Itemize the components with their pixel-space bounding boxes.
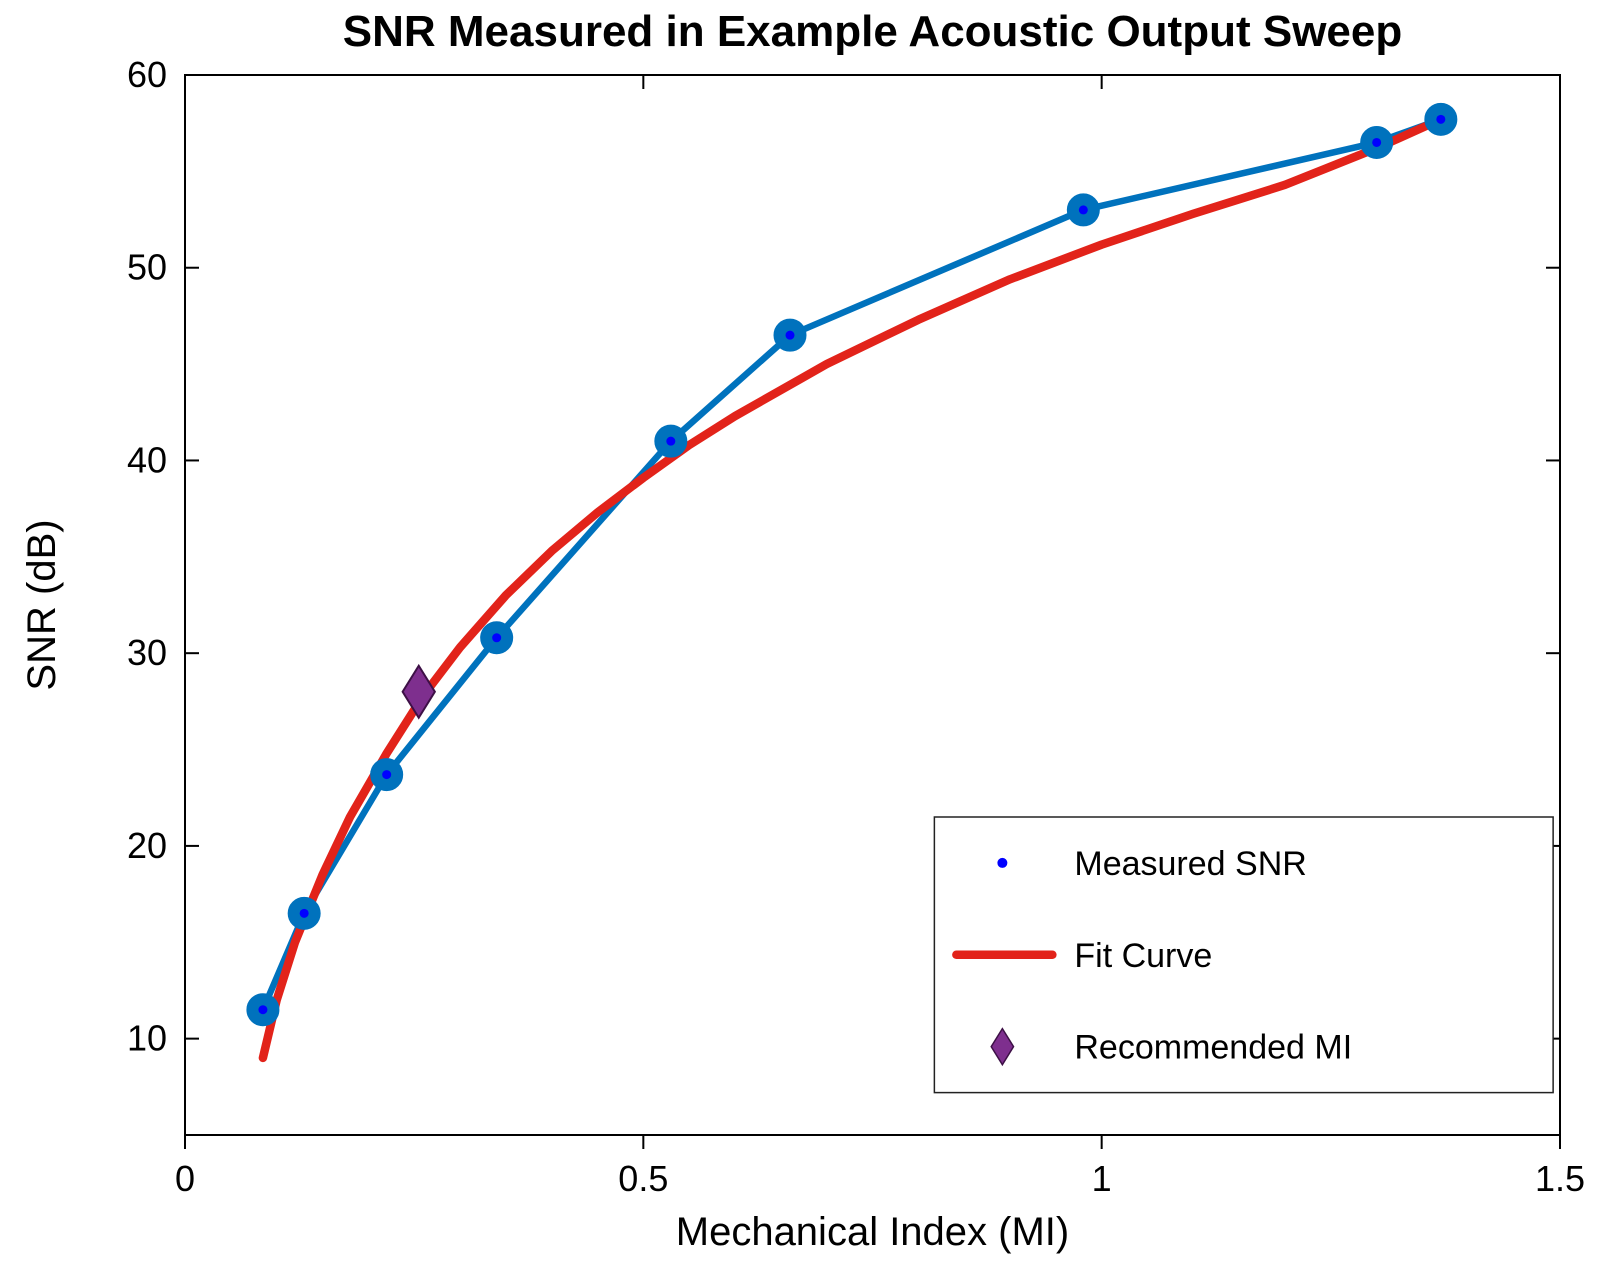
legend: Measured SNR Fit Curve Recommended MI xyxy=(934,817,1553,1093)
y-tick-label: 60 xyxy=(127,54,167,95)
y-tick-label: 10 xyxy=(127,1018,167,1059)
legend-measured-icon xyxy=(997,858,1007,868)
measured-dot xyxy=(1079,205,1088,214)
measured-dot xyxy=(666,437,675,446)
measured-dot xyxy=(382,770,391,779)
snr-chart: 0 0.5 1 1.5 10 20 30 40 50 60 SNR Measured in Exam… xyxy=(0,0,1610,1268)
y-tick-label: 40 xyxy=(127,439,167,480)
measured-dot xyxy=(786,331,795,340)
measured-dot xyxy=(300,909,309,918)
y-tick-label: 50 xyxy=(127,247,167,288)
y-tick-label: 20 xyxy=(127,825,167,866)
x-tick-label: 1 xyxy=(1092,1158,1112,1199)
measured-dot xyxy=(1436,115,1445,124)
y-tick-label: 30 xyxy=(127,632,167,673)
y-axis-label: SNR (dB) xyxy=(20,519,64,690)
legend-label: Recommended MI xyxy=(1074,1029,1352,1067)
measured-dot xyxy=(258,1005,267,1014)
chart-title: SNR Measured in Example Acoustic Output … xyxy=(343,7,1402,56)
measured-dot xyxy=(1372,138,1381,147)
legend-label: Measured SNR xyxy=(1074,845,1306,883)
x-tick-label: 0.5 xyxy=(618,1158,668,1199)
measured-dot xyxy=(492,633,501,642)
legend-label: Fit Curve xyxy=(1074,937,1212,975)
x-tick-label: 0 xyxy=(175,1158,195,1199)
x-axis-label: Mechanical Index (MI) xyxy=(676,1210,1069,1254)
x-tick-label: 1.5 xyxy=(1535,1158,1585,1199)
